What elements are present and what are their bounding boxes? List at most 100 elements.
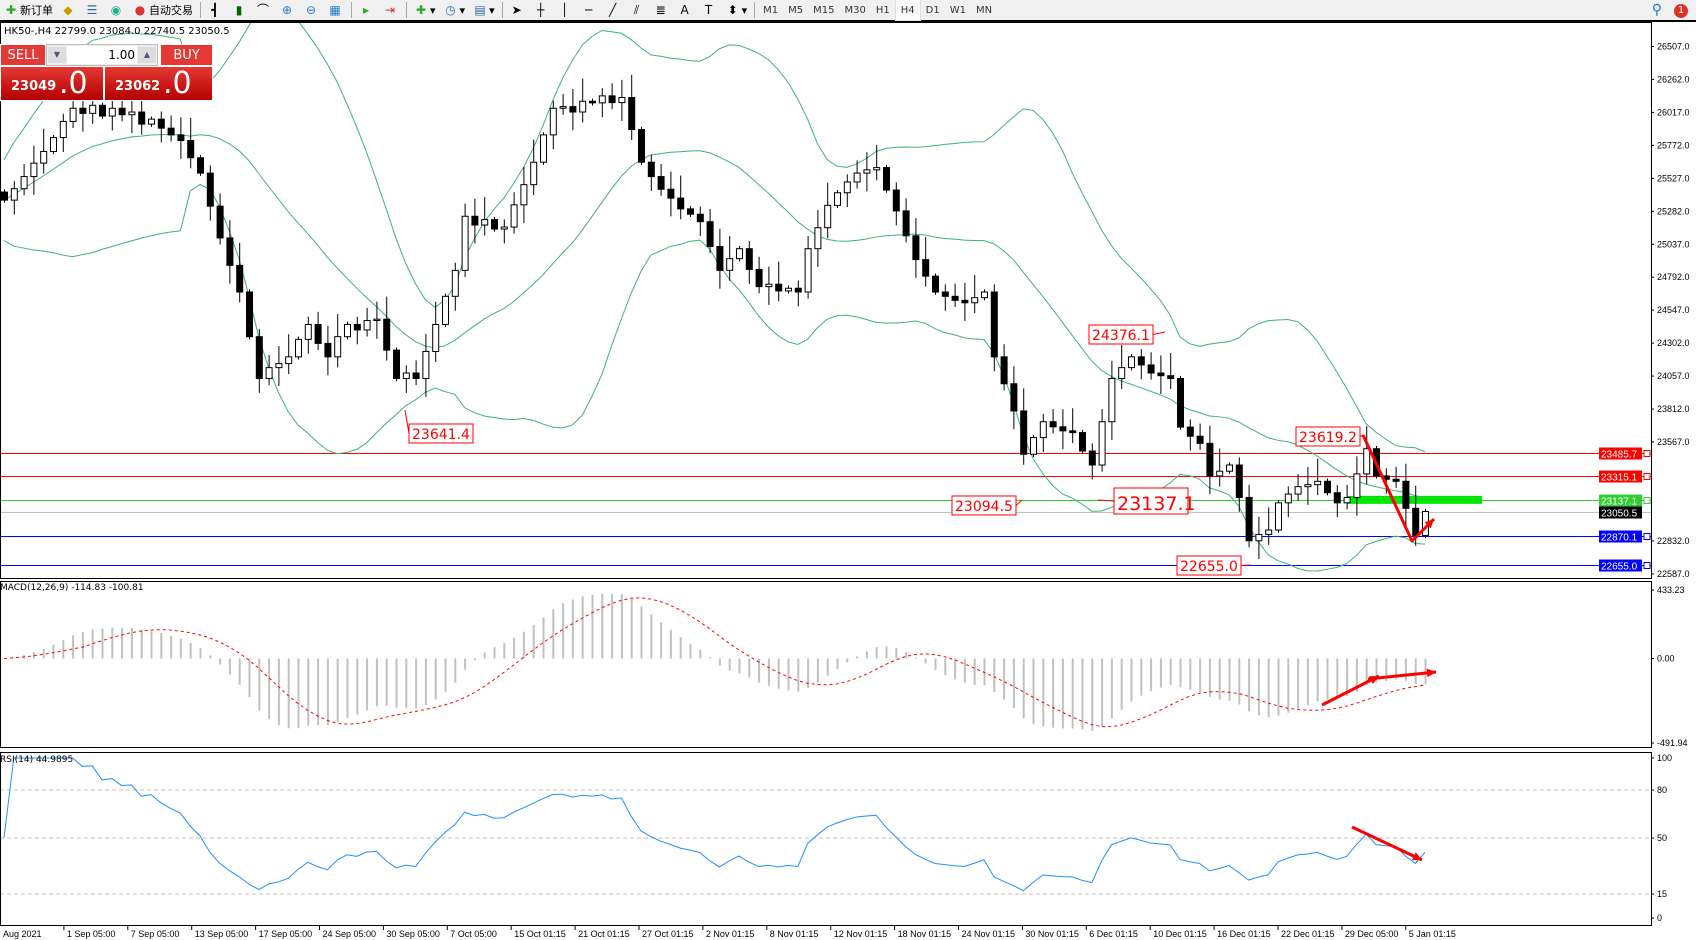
candle[interactable]: [1137, 356, 1145, 366]
candle[interactable]: [216, 205, 224, 239]
line-handle[interactable]: [1643, 562, 1651, 569]
candle[interactable]: [422, 350, 430, 380]
candle[interactable]: [491, 219, 498, 230]
trendline-button[interactable]: ╱: [602, 0, 626, 20]
candle[interactable]: [1088, 450, 1096, 466]
candle[interactable]: [598, 95, 606, 104]
equidistant-channel-button[interactable]: ⫽: [626, 0, 650, 20]
search-icon[interactable]: ⚲: [1651, 2, 1662, 18]
candle[interactable]: [883, 167, 890, 191]
candle[interactable]: [1167, 375, 1175, 380]
crosshair-button[interactable]: ┼: [530, 0, 554, 20]
candle[interactable]: [1010, 383, 1018, 412]
fibonacci-button[interactable]: ≣: [650, 0, 674, 20]
candle[interactable]: [824, 204, 832, 229]
candle[interactable]: [1, 191, 8, 201]
candle[interactable]: [549, 107, 557, 136]
lot-size-stepper[interactable]: ▼ ▲: [46, 44, 158, 66]
candle[interactable]: [1206, 442, 1214, 477]
price-annotation-box[interactable]: [1176, 555, 1242, 576]
candle[interactable]: [373, 318, 381, 322]
candle[interactable]: [1275, 502, 1282, 531]
candle[interactable]: [148, 118, 155, 125]
lot-size-input[interactable]: [67, 46, 137, 64]
periods-button[interactable]: ◷ ▾: [445, 3, 466, 17]
candle[interactable]: [1079, 432, 1086, 452]
candle[interactable]: [1020, 410, 1028, 455]
candle[interactable]: [951, 295, 959, 301]
candle[interactable]: [118, 107, 126, 116]
horizontal-line-button[interactable]: ─: [578, 0, 602, 20]
vertical-line-button[interactable]: │: [554, 0, 578, 20]
line-handle[interactable]: [1643, 450, 1651, 457]
chart-shift-button[interactable]: ⇥: [379, 0, 403, 20]
candle[interactable]: [530, 161, 538, 186]
candle[interactable]: [912, 235, 920, 261]
candle[interactable]: [451, 269, 459, 297]
autoscroll-button[interactable]: ▸: [355, 0, 379, 20]
price-annotation-box[interactable]: [1295, 426, 1361, 447]
candle[interactable]: [696, 213, 704, 223]
candle[interactable]: [461, 215, 469, 271]
candle[interactable]: [1402, 480, 1410, 509]
candle[interactable]: [1049, 421, 1057, 428]
candle[interactable]: [1039, 421, 1047, 439]
timeframe-m1[interactable]: M1: [763, 4, 779, 16]
candle[interactable]: [481, 219, 489, 226]
rsi-arrow[interactable]: [1351, 825, 1423, 862]
candle[interactable]: [775, 283, 783, 292]
candle[interactable]: [961, 299, 969, 304]
candle[interactable]: [363, 320, 371, 331]
candle[interactable]: [520, 184, 528, 206]
candle[interactable]: [1000, 356, 1008, 385]
sell-button[interactable]: SELL: [0, 44, 46, 66]
timeframe-m5[interactable]: M5: [788, 4, 804, 16]
candle[interactable]: [785, 287, 792, 292]
line-handle[interactable]: [1643, 473, 1651, 480]
lot-decrease-button[interactable]: ▼: [48, 47, 66, 63]
candle[interactable]: [10, 188, 18, 201]
candle[interactable]: [500, 226, 508, 230]
candle[interactable]: [432, 323, 440, 352]
notifications-button[interactable]: 1: [1674, 3, 1688, 18]
candle[interactable]: [1226, 464, 1233, 472]
candle[interactable]: [677, 197, 685, 210]
candle[interactable]: [510, 204, 518, 228]
candle[interactable]: [226, 237, 234, 266]
candle[interactable]: [442, 295, 449, 325]
candle[interactable]: [40, 150, 48, 164]
candle[interactable]: [638, 129, 645, 163]
tile-windows-button[interactable]: ▦: [324, 0, 348, 20]
timeframe-m15[interactable]: M15: [813, 4, 835, 16]
candle[interactable]: [393, 349, 400, 380]
candle[interactable]: [128, 111, 136, 116]
candle[interactable]: [1147, 364, 1155, 374]
buy-button[interactable]: BUY: [160, 44, 213, 66]
candle[interactable]: [569, 106, 577, 113]
templates-button[interactable]: ▤ ▾: [474, 3, 495, 17]
timeframe-h4[interactable]: H4: [894, 0, 921, 21]
support-zone[interactable]: [1347, 495, 1482, 504]
candle[interactable]: [687, 208, 694, 215]
price-annotation-box[interactable]: [951, 495, 1017, 516]
candle[interactable]: [108, 107, 116, 117]
candle[interactable]: [50, 137, 57, 152]
zoom-out-button[interactable]: ⊖: [300, 0, 324, 20]
candle[interactable]: [206, 172, 214, 207]
candle[interactable]: [981, 291, 988, 299]
candle[interactable]: [971, 297, 979, 304]
candle[interactable]: [69, 107, 77, 122]
timeframe-m30[interactable]: M30: [844, 4, 866, 16]
candle[interactable]: [745, 248, 753, 270]
candle[interactable]: [853, 172, 861, 183]
candle[interactable]: [177, 134, 185, 142]
candle[interactable]: [402, 372, 410, 380]
candle[interactable]: [726, 258, 734, 271]
timeframe-mn[interactable]: MN: [975, 4, 993, 16]
candle[interactable]: [922, 259, 930, 277]
candle[interactable]: [138, 111, 146, 125]
candle[interactable]: [589, 100, 596, 104]
candle[interactable]: [1128, 356, 1135, 369]
lot-increase-button[interactable]: ▲: [138, 47, 156, 63]
candle[interactable]: [59, 120, 67, 139]
